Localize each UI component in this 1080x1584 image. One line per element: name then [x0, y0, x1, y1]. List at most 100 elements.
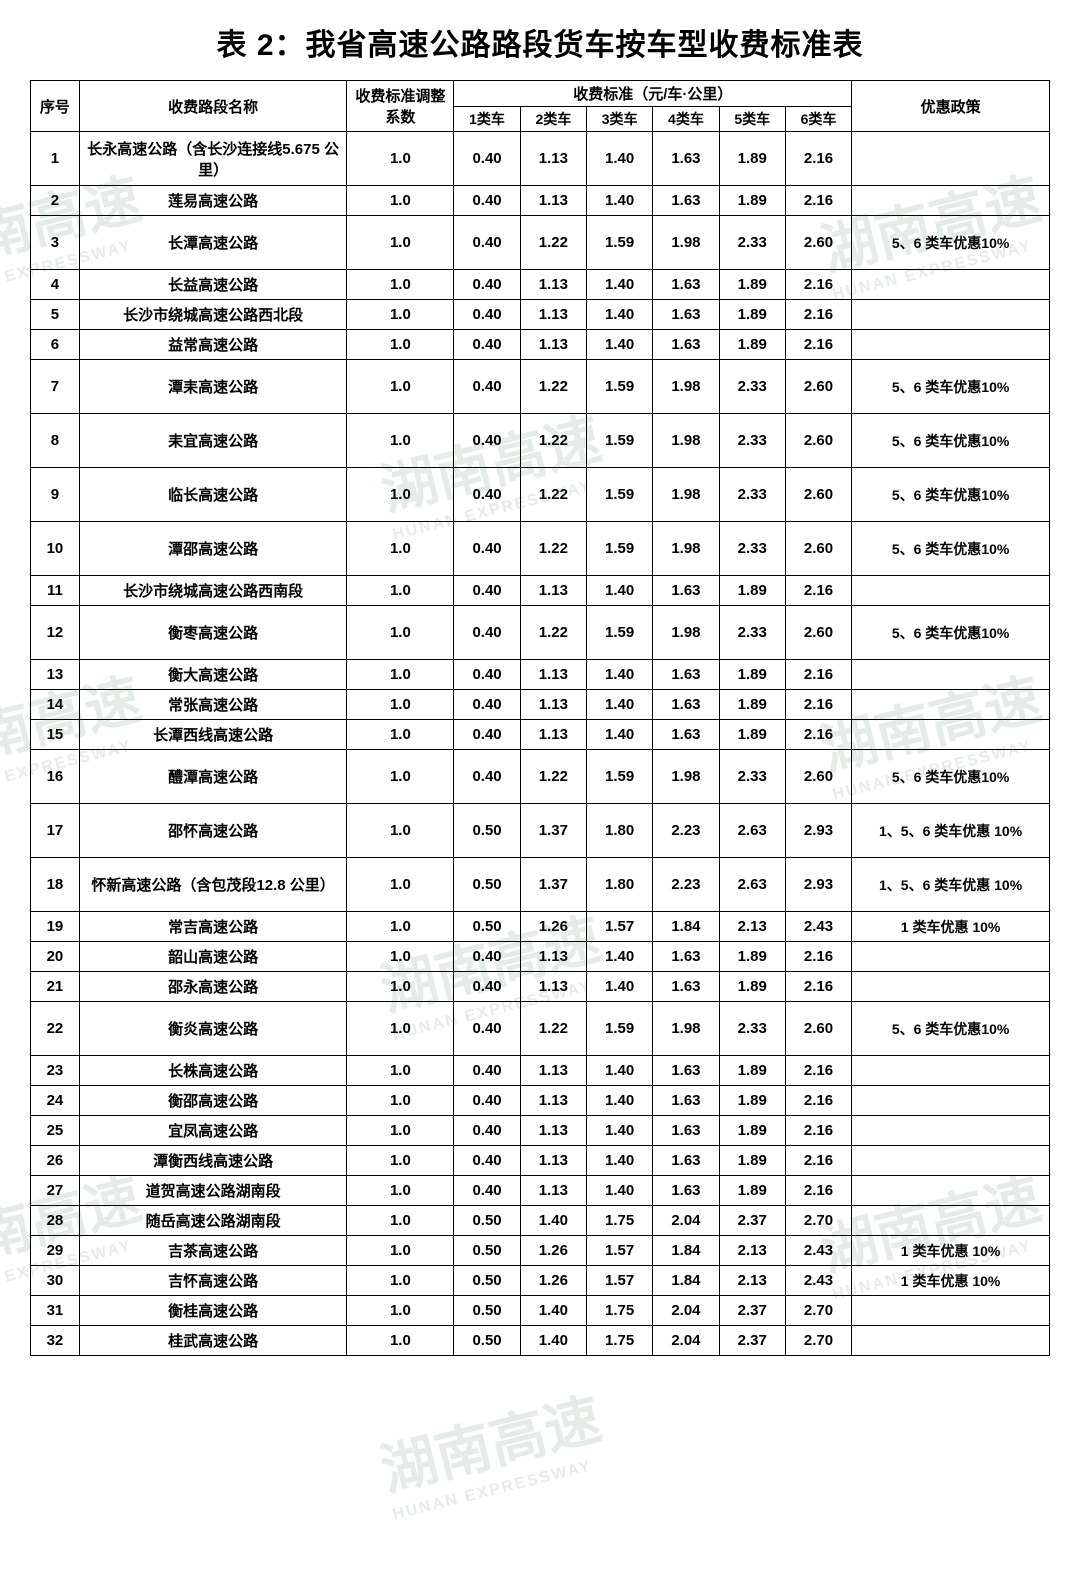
cell-rate4: 1.98 — [653, 216, 719, 270]
cell-rate2: 1.13 — [520, 270, 586, 300]
cell-rate1: 0.50 — [454, 858, 520, 912]
cell-rate5: 2.37 — [719, 1296, 785, 1326]
cell-rate5: 1.89 — [719, 1146, 785, 1176]
cell-rate3: 1.40 — [586, 1176, 652, 1206]
cell-seq: 1 — [31, 132, 80, 186]
cell-policy: 1、5、6 类车优惠 10% — [852, 804, 1050, 858]
cell-policy — [852, 576, 1050, 606]
page-title: 表 2：我省高速公路路段货车按车型收费标准表 — [30, 20, 1050, 64]
cell-rate2: 1.37 — [520, 858, 586, 912]
cell-policy — [852, 972, 1050, 1002]
cell-rate1: 0.40 — [454, 690, 520, 720]
table-row: 12衡枣高速公路1.00.401.221.591.982.332.605、6 类… — [31, 606, 1050, 660]
cell-seq: 25 — [31, 1116, 80, 1146]
cell-name: 临长高速公路 — [79, 468, 347, 522]
cell-policy — [852, 1296, 1050, 1326]
cell-rate2: 1.13 — [520, 720, 586, 750]
cell-rate1: 0.50 — [454, 1266, 520, 1296]
cell-rate1: 0.50 — [454, 1206, 520, 1236]
cell-rate6: 2.16 — [785, 300, 851, 330]
cell-coef: 1.0 — [347, 1236, 454, 1266]
cell-rate4: 1.63 — [653, 1056, 719, 1086]
cell-rate1: 0.40 — [454, 330, 520, 360]
cell-rate5: 2.33 — [719, 414, 785, 468]
cell-rate4: 1.84 — [653, 1266, 719, 1296]
cell-policy — [852, 1146, 1050, 1176]
cell-rate5: 1.89 — [719, 576, 785, 606]
col-rate-group-header: 收费标准（元/车·公里） — [454, 81, 852, 107]
col-rate3-header: 3类车 — [586, 107, 652, 132]
cell-rate3: 1.59 — [586, 522, 652, 576]
table-row: 15长潭西线高速公路1.00.401.131.401.631.892.16 — [31, 720, 1050, 750]
cell-rate3: 1.40 — [586, 942, 652, 972]
cell-rate5: 1.89 — [719, 1056, 785, 1086]
cell-rate1: 0.40 — [454, 750, 520, 804]
cell-rate2: 1.22 — [520, 1002, 586, 1056]
cell-coef: 1.0 — [347, 1116, 454, 1146]
cell-rate3: 1.40 — [586, 690, 652, 720]
cell-coef: 1.0 — [347, 690, 454, 720]
cell-rate4: 2.04 — [653, 1206, 719, 1236]
cell-rate6: 2.60 — [785, 360, 851, 414]
cell-rate1: 0.40 — [454, 720, 520, 750]
table-row: 5长沙市绕城高速公路西北段1.00.401.131.401.631.892.16 — [31, 300, 1050, 330]
cell-rate2: 1.40 — [520, 1206, 586, 1236]
cell-policy: 1、5、6 类车优惠 10% — [852, 858, 1050, 912]
cell-rate4: 2.04 — [653, 1296, 719, 1326]
cell-rate2: 1.13 — [520, 942, 586, 972]
cell-rate6: 2.60 — [785, 522, 851, 576]
cell-rate2: 1.26 — [520, 1266, 586, 1296]
cell-rate6: 2.43 — [785, 912, 851, 942]
cell-seq: 11 — [31, 576, 80, 606]
cell-rate3: 1.40 — [586, 270, 652, 300]
cell-rate4: 1.98 — [653, 1002, 719, 1056]
cell-rate1: 0.40 — [454, 1086, 520, 1116]
cell-rate1: 0.40 — [454, 606, 520, 660]
cell-coef: 1.0 — [347, 1176, 454, 1206]
cell-rate4: 1.63 — [653, 1116, 719, 1146]
cell-coef: 1.0 — [347, 1296, 454, 1326]
table-row: 9临长高速公路1.00.401.221.591.982.332.605、6 类车… — [31, 468, 1050, 522]
cell-policy: 5、6 类车优惠10% — [852, 750, 1050, 804]
table-row: 17邵怀高速公路1.00.501.371.802.232.632.931、5、6… — [31, 804, 1050, 858]
cell-seq: 4 — [31, 270, 80, 300]
cell-coef: 1.0 — [347, 942, 454, 972]
cell-coef: 1.0 — [347, 216, 454, 270]
table-row: 13衡大高速公路1.00.401.131.401.631.892.16 — [31, 660, 1050, 690]
table-row: 8耒宜高速公路1.00.401.221.591.982.332.605、6 类车… — [31, 414, 1050, 468]
cell-coef: 1.0 — [347, 1002, 454, 1056]
cell-policy — [852, 300, 1050, 330]
cell-rate1: 0.40 — [454, 1116, 520, 1146]
cell-rate3: 1.59 — [586, 468, 652, 522]
cell-rate1: 0.50 — [454, 804, 520, 858]
cell-rate5: 1.89 — [719, 690, 785, 720]
cell-policy: 5、6 类车优惠10% — [852, 414, 1050, 468]
cell-rate6: 2.16 — [785, 186, 851, 216]
cell-seq: 15 — [31, 720, 80, 750]
table-row: 2莲易高速公路1.00.401.131.401.631.892.16 — [31, 186, 1050, 216]
cell-policy: 1 类车优惠 10% — [852, 1266, 1050, 1296]
cell-seq: 13 — [31, 660, 80, 690]
table-row: 21邵永高速公路1.00.401.131.401.631.892.16 — [31, 972, 1050, 1002]
cell-policy: 5、6 类车优惠10% — [852, 360, 1050, 414]
cell-rate2: 1.37 — [520, 804, 586, 858]
cell-coef: 1.0 — [347, 972, 454, 1002]
cell-seq: 17 — [31, 804, 80, 858]
cell-rate5: 2.37 — [719, 1326, 785, 1356]
table-row: 25宜凤高速公路1.00.401.131.401.631.892.16 — [31, 1116, 1050, 1146]
cell-seq: 12 — [31, 606, 80, 660]
cell-rate5: 1.89 — [719, 270, 785, 300]
cell-rate5: 1.89 — [719, 942, 785, 972]
cell-policy — [852, 1116, 1050, 1146]
cell-policy: 5、6 类车优惠10% — [852, 1002, 1050, 1056]
cell-rate3: 1.40 — [586, 1056, 652, 1086]
cell-policy — [852, 270, 1050, 300]
cell-rate2: 1.26 — [520, 912, 586, 942]
cell-rate2: 1.13 — [520, 1056, 586, 1086]
cell-rate2: 1.22 — [520, 606, 586, 660]
cell-rate3: 1.75 — [586, 1296, 652, 1326]
cell-rate3: 1.40 — [586, 1146, 652, 1176]
cell-rate3: 1.75 — [586, 1206, 652, 1236]
cell-rate6: 2.70 — [785, 1296, 851, 1326]
cell-name: 衡大高速公路 — [79, 660, 347, 690]
